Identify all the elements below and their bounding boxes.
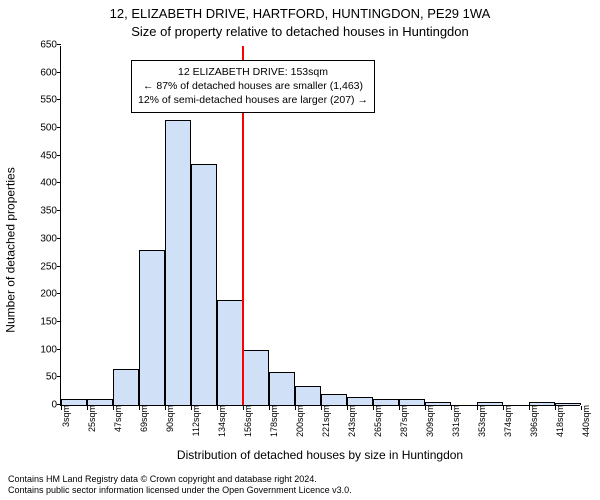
y-tick-label: 450 <box>40 150 61 161</box>
chart-title-line1: 12, ELIZABETH DRIVE, HARTFORD, HUNTINGDO… <box>0 6 600 21</box>
x-tick-label: 25sqm <box>85 405 97 432</box>
y-tick-label: 550 <box>40 95 61 106</box>
x-tick-label: 112sqm <box>189 405 201 436</box>
x-tick-label: 3sqm <box>59 405 71 427</box>
y-tick-label: 500 <box>40 123 61 134</box>
chart-container: 12, ELIZABETH DRIVE, HARTFORD, HUNTINGDO… <box>0 0 600 500</box>
histogram-bar <box>399 399 425 405</box>
x-tick-label: 287sqm <box>397 405 409 437</box>
histogram-bar <box>295 386 321 405</box>
x-tick-label: 331sqm <box>449 405 461 437</box>
x-axis-label: Distribution of detached houses by size … <box>60 448 580 462</box>
histogram-bar <box>191 164 217 405</box>
x-tick-label: 69sqm <box>137 405 149 432</box>
annotation-box: 12 ELIZABETH DRIVE: 153sqm← 87% of detac… <box>131 60 375 113</box>
y-tick-label: 100 <box>40 344 61 355</box>
annotation-line3: 12% of semi-detached houses are larger (… <box>138 93 368 107</box>
histogram-bar <box>139 250 165 405</box>
histogram-bar <box>529 402 555 405</box>
annotation-line2: ← 87% of detached houses are smaller (1,… <box>138 79 368 93</box>
x-tick-label: 178sqm <box>267 405 279 437</box>
y-tick-mark <box>57 293 61 294</box>
x-tick-label: 221sqm <box>319 405 331 437</box>
y-tick-mark <box>57 376 61 377</box>
histogram-bar <box>87 399 113 405</box>
histogram-bar <box>165 120 191 405</box>
y-tick-label: 650 <box>40 40 61 51</box>
x-tick-label: 156sqm <box>241 405 253 437</box>
annotation-line1: 12 ELIZABETH DRIVE: 153sqm <box>138 65 368 79</box>
y-axis-label-wrap: Number of detached properties <box>2 0 20 500</box>
y-tick-mark <box>57 321 61 322</box>
x-tick-label: 440sqm <box>579 405 591 437</box>
histogram-bar <box>217 300 243 405</box>
footer-line1: Contains HM Land Registry data © Crown c… <box>8 474 592 485</box>
histogram-bar <box>61 399 87 405</box>
x-tick-label: 200sqm <box>293 405 305 437</box>
histogram-bar <box>113 369 139 405</box>
plot-area: 0501001502002503003504004505005506006503… <box>60 46 580 406</box>
footer-attribution: Contains HM Land Registry data © Crown c… <box>8 474 592 497</box>
plot-inner: 0501001502002503003504004505005506006503… <box>60 46 580 406</box>
x-tick-label: 90sqm <box>163 405 175 432</box>
y-tick-mark <box>57 99 61 100</box>
x-tick-label: 309sqm <box>423 405 435 437</box>
y-tick-mark <box>57 182 61 183</box>
histogram-bar <box>243 350 269 405</box>
histogram-bar <box>373 399 399 405</box>
y-tick-mark <box>57 238 61 239</box>
x-tick-label: 353sqm <box>475 405 487 437</box>
histogram-bar <box>425 402 451 405</box>
histogram-bar <box>347 397 373 405</box>
x-tick-label: 243sqm <box>345 405 357 437</box>
y-tick-label: 600 <box>40 67 61 78</box>
x-tick-label: 374sqm <box>501 405 513 437</box>
y-tick-label: 350 <box>40 206 61 217</box>
x-tick-label: 134sqm <box>215 405 227 437</box>
y-tick-mark <box>57 44 61 45</box>
histogram-bar <box>477 402 503 405</box>
y-tick-mark <box>57 155 61 156</box>
y-tick-mark <box>57 266 61 267</box>
histogram-bar <box>321 394 347 405</box>
histogram-bar <box>555 403 581 405</box>
y-tick-mark <box>57 349 61 350</box>
y-tick-label: 200 <box>40 289 61 300</box>
y-tick-label: 250 <box>40 261 61 272</box>
y-tick-label: 150 <box>40 316 61 327</box>
x-tick-label: 265sqm <box>371 405 383 437</box>
histogram-bar <box>269 372 295 405</box>
y-tick-mark <box>57 210 61 211</box>
y-tick-label: 50 <box>46 372 61 383</box>
x-tick-label: 418sqm <box>553 405 565 437</box>
footer-line2: Contains public sector information licen… <box>8 485 592 496</box>
y-tick-label: 300 <box>40 233 61 244</box>
y-tick-mark <box>57 127 61 128</box>
x-tick-label: 396sqm <box>527 405 539 437</box>
chart-title-line2: Size of property relative to detached ho… <box>0 24 600 39</box>
y-axis-label: Number of detached properties <box>4 167 18 332</box>
y-tick-mark <box>57 72 61 73</box>
y-tick-label: 400 <box>40 178 61 189</box>
x-tick-label: 47sqm <box>111 405 123 432</box>
